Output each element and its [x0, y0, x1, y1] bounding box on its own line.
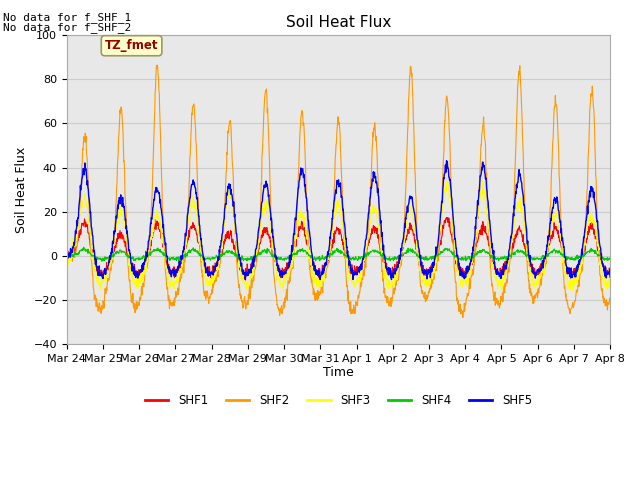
SHF4 — [80, 244, 88, 250]
SHF3 — [170, 286, 178, 291]
SHF2 — [154, 62, 161, 68]
SHF2 — [606, 296, 614, 301]
Title: Soil Heat Flux: Soil Heat Flux — [285, 15, 391, 30]
SHF5 — [495, 272, 502, 277]
SHF1 — [170, 275, 178, 280]
SHF2 — [543, 261, 550, 266]
SHF1 — [63, 252, 70, 257]
SHF3 — [63, 260, 70, 266]
SHF4 — [606, 255, 614, 261]
SHF1 — [423, 270, 431, 276]
Line: SHF5: SHF5 — [67, 161, 610, 280]
Line: SHF1: SHF1 — [67, 217, 610, 279]
Legend: SHF1, SHF2, SHF3, SHF4, SHF5: SHF1, SHF2, SHF3, SHF4, SHF5 — [140, 389, 537, 412]
SHF5 — [443, 158, 451, 164]
Text: No data for f_SHF_1: No data for f_SHF_1 — [3, 12, 131, 23]
SHF1 — [184, 238, 191, 244]
SHF5 — [606, 274, 614, 280]
SHF4 — [172, 255, 179, 261]
SHF2 — [171, 300, 179, 306]
SHF3 — [543, 254, 550, 260]
SHF2 — [63, 251, 70, 256]
SHF1 — [244, 271, 252, 277]
SHF3 — [479, 177, 486, 183]
SHF4 — [543, 253, 550, 259]
Line: SHF4: SHF4 — [67, 247, 610, 261]
SHF1 — [495, 269, 502, 275]
SHF5 — [184, 211, 191, 216]
SHF2 — [245, 296, 253, 302]
SHF5 — [423, 276, 431, 282]
Line: SHF2: SHF2 — [67, 65, 610, 318]
SHF3 — [280, 289, 287, 295]
SHF1 — [606, 267, 614, 273]
SHF4 — [424, 255, 431, 261]
SHF3 — [244, 284, 252, 289]
SHF5 — [543, 251, 550, 256]
SHF3 — [184, 226, 191, 231]
SHF3 — [606, 280, 614, 286]
SHF5 — [245, 266, 253, 272]
SHF4 — [98, 258, 106, 264]
SHF5 — [170, 272, 178, 278]
SHF1 — [543, 250, 550, 256]
SHF4 — [184, 250, 192, 255]
SHF2 — [495, 298, 502, 304]
SHF4 — [63, 253, 70, 259]
SHF2 — [184, 206, 192, 212]
SHF1 — [444, 215, 451, 220]
Text: No data for f_SHF_2: No data for f_SHF_2 — [3, 22, 131, 33]
SHF4 — [495, 257, 502, 263]
Y-axis label: Soil Heat Flux: Soil Heat Flux — [15, 146, 28, 233]
Text: TZ_fmet: TZ_fmet — [105, 39, 158, 52]
SHF2 — [459, 315, 467, 321]
SHF1 — [315, 276, 323, 282]
X-axis label: Time: Time — [323, 366, 354, 379]
SHF3 — [495, 277, 502, 283]
SHF5 — [241, 277, 249, 283]
SHF5 — [63, 252, 70, 258]
SHF2 — [423, 292, 431, 298]
SHF4 — [245, 256, 253, 262]
Line: SHF3: SHF3 — [67, 180, 610, 292]
SHF3 — [423, 283, 431, 289]
